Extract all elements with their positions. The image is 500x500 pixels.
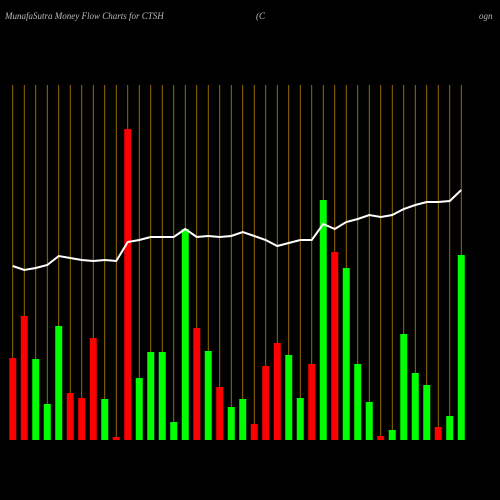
chart-subtitle-right: ogn	[479, 11, 493, 21]
money-flow-line	[12, 189, 462, 272]
bar	[285, 355, 293, 440]
bar	[296, 398, 304, 440]
bar	[308, 364, 316, 440]
bar	[319, 200, 327, 440]
bar	[331, 252, 339, 440]
bar	[365, 402, 373, 440]
bar	[262, 366, 270, 440]
bar	[377, 436, 385, 440]
bar	[9, 358, 17, 440]
bar	[135, 378, 143, 440]
bar	[147, 352, 155, 440]
bar	[227, 407, 235, 440]
bar	[101, 399, 109, 440]
bar	[411, 373, 419, 440]
bar	[342, 268, 350, 440]
chart-subtitle: (C	[256, 11, 266, 21]
bar	[170, 422, 178, 440]
bar	[66, 393, 74, 440]
bar	[216, 387, 224, 440]
bar	[434, 427, 442, 440]
bar	[55, 326, 63, 440]
bar	[239, 399, 247, 440]
bar	[124, 129, 132, 440]
bar	[43, 404, 51, 440]
bar	[446, 416, 454, 440]
chart-title: MunafaSutra Money Flow Charts for CTSH	[4, 11, 164, 21]
bar	[273, 343, 281, 440]
bar	[32, 359, 40, 440]
bar	[20, 316, 28, 440]
bar	[158, 352, 166, 440]
bar	[89, 338, 97, 440]
bar	[112, 437, 120, 440]
bar	[78, 398, 86, 440]
bar	[204, 351, 212, 440]
bar	[250, 424, 258, 440]
bar	[400, 334, 408, 440]
bar	[181, 229, 189, 440]
bar	[388, 430, 396, 440]
bar	[423, 385, 431, 440]
bar	[193, 328, 201, 440]
bar	[457, 255, 465, 440]
bar	[354, 364, 362, 440]
